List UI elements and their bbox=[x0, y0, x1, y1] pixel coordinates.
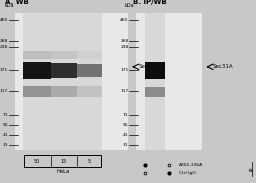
Bar bbox=[77, 86, 102, 97]
Text: 5: 5 bbox=[88, 158, 91, 164]
Text: 41: 41 bbox=[123, 132, 129, 137]
Text: Sec31A: Sec31A bbox=[212, 64, 233, 69]
Bar bbox=[136, 13, 202, 150]
Text: 55: 55 bbox=[123, 123, 129, 127]
Text: HeLa: HeLa bbox=[56, 169, 69, 174]
Text: 50: 50 bbox=[34, 158, 40, 164]
Text: kDa: kDa bbox=[125, 3, 134, 8]
Text: A. WB: A. WB bbox=[5, 0, 29, 5]
Bar bbox=[24, 155, 101, 167]
Bar bbox=[77, 64, 102, 77]
Bar bbox=[23, 86, 51, 97]
Text: 55: 55 bbox=[3, 123, 8, 127]
Text: 238: 238 bbox=[0, 45, 8, 49]
Text: 41: 41 bbox=[3, 132, 8, 137]
Text: 238: 238 bbox=[120, 45, 129, 49]
Bar bbox=[77, 13, 102, 150]
Text: 31: 31 bbox=[123, 143, 129, 147]
Text: 171: 171 bbox=[0, 68, 8, 72]
Bar bbox=[23, 51, 51, 59]
Text: 460: 460 bbox=[0, 18, 8, 22]
Text: kDa: kDa bbox=[4, 3, 14, 8]
Bar bbox=[15, 13, 128, 150]
Text: IP: IP bbox=[250, 167, 255, 171]
Text: 460: 460 bbox=[120, 18, 129, 22]
Bar bbox=[23, 13, 51, 150]
Text: B. IP/WB: B. IP/WB bbox=[133, 0, 167, 5]
Text: Sec31A: Sec31A bbox=[138, 64, 159, 69]
Bar bbox=[77, 51, 102, 59]
Text: 268: 268 bbox=[0, 39, 8, 43]
Text: 15: 15 bbox=[61, 158, 67, 164]
Bar bbox=[145, 13, 165, 150]
Text: 71: 71 bbox=[123, 113, 129, 117]
Text: 117: 117 bbox=[120, 89, 129, 93]
Bar bbox=[51, 51, 77, 59]
Text: A302-336A: A302-336A bbox=[179, 163, 203, 167]
Text: 171: 171 bbox=[120, 68, 129, 72]
Bar bbox=[51, 13, 77, 150]
Bar bbox=[51, 63, 77, 78]
Bar bbox=[51, 86, 77, 97]
Bar bbox=[23, 62, 51, 79]
Text: 268: 268 bbox=[120, 39, 129, 43]
Text: Ctrl IgG: Ctrl IgG bbox=[179, 171, 196, 175]
Bar bbox=[145, 62, 165, 79]
Text: 71: 71 bbox=[3, 113, 8, 117]
Text: 117: 117 bbox=[0, 89, 8, 93]
Bar bbox=[145, 87, 165, 97]
Text: 31: 31 bbox=[3, 143, 8, 147]
